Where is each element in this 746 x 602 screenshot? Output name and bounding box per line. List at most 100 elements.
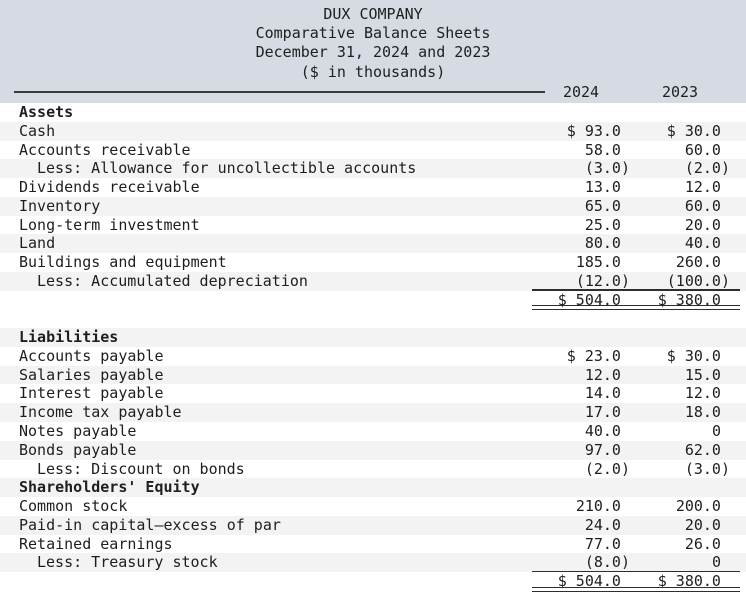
value-2023: 15.0 — [684, 365, 730, 384]
statement-header: DUX COMPANY Comparative Balance Sheets D… — [0, 0, 746, 103]
table-row: Cash $ 93.0 $ 30.0 — [0, 121, 746, 141]
year-header-row: 2024 2023 — [0, 83, 746, 102]
value-2023: 40.0 — [684, 234, 730, 253]
value-2023 — [630, 309, 740, 328]
value-2023: $ 380.0 — [657, 572, 730, 591]
value-2024: $ 504.0 — [557, 572, 630, 591]
table-row: Less: Accumulated depreciation (12.0) (100… — [0, 271, 746, 291]
company-name: DUX COMPANY — [323, 5, 423, 23]
row-values: 80.0 40.0 — [532, 234, 740, 253]
value-2024 — [532, 103, 630, 122]
value-2024: (12.0) — [575, 271, 630, 290]
row-values: $ 504.0 $ 380.0 — [532, 290, 740, 311]
row-label — [0, 291, 532, 310]
row-values: 17.0 18.0 — [532, 403, 740, 422]
row-values — [532, 478, 740, 497]
value-2024: 185.0 — [575, 253, 630, 272]
row-values: 65.0 60.0 — [532, 197, 740, 216]
table-row: Less: Discount on bonds (2.0) (3.0) — [0, 460, 746, 479]
row-values — [532, 103, 740, 122]
row-label — [0, 572, 532, 591]
year-header-spacer — [0, 83, 532, 102]
row-label: Accounts receivable — [19, 140, 191, 159]
row-label: Less: Accumulated depreciation — [37, 271, 308, 290]
row-label: Retained earnings — [19, 534, 173, 553]
section-header-row: Shareholders' Equity — [0, 478, 746, 498]
row-label: Dividends receivable — [19, 178, 200, 197]
table-row: Notes payable 40.0 0 — [0, 422, 746, 441]
row-label: Paid-in capital—excess of par — [19, 515, 281, 534]
row-label: Shareholders' Equity — [19, 478, 200, 497]
value-2024: 58.0 — [584, 140, 630, 159]
row-values: (8.0) 0 — [532, 553, 740, 572]
table-row: Less: Treasury stock (8.0) 0 — [0, 553, 746, 573]
value-2024: 97.0 — [584, 440, 630, 459]
value-2024 — [532, 478, 630, 497]
table-row: Long-term investment 25.0 20.0 — [0, 216, 746, 235]
report-title: Comparative Balance Sheets — [255, 24, 491, 43]
value-2024: 210.0 — [575, 497, 630, 516]
row-label: Assets — [19, 103, 74, 121]
table-row: Accounts payable $ 23.0 $ 30.0 — [0, 347, 746, 366]
row-values: 185.0 260.0 — [532, 253, 740, 272]
row-label: Land — [19, 234, 56, 253]
section-header-row: Liabilities — [0, 328, 746, 347]
value-2023: 60.0 — [684, 196, 730, 215]
row-values: 210.0 200.0 — [532, 497, 740, 516]
value-2023: 12.0 — [684, 178, 730, 197]
table-row: Salaries payable 12.0 15.0 — [0, 365, 746, 385]
column-header-2023: 2023 — [661, 83, 699, 101]
row-label: Interest payable — [19, 384, 164, 403]
value-2023: $ 380.0 — [657, 290, 730, 309]
value-2023 — [630, 328, 740, 347]
row-label: Inventory — [19, 196, 101, 215]
table-row: Bonds payable 97.0 62.0 — [0, 440, 746, 460]
value-2023: 0 — [711, 422, 730, 441]
value-2024: 14.0 — [584, 384, 630, 403]
table-row: Accounts receivable 58.0 60.0 — [0, 141, 746, 160]
table-row: Interest payable 14.0 12.0 — [0, 384, 746, 403]
value-2024: (8.0) — [584, 553, 630, 572]
row-label: Less: Treasury stock — [37, 553, 218, 572]
row-values: (3.0) (2.0) — [532, 159, 740, 178]
table-row: Land 80.0 40.0 — [0, 234, 746, 254]
value-2023: $ 30.0 — [666, 346, 730, 365]
row-label: Accounts payable — [19, 346, 164, 365]
value-2023: 18.0 — [684, 403, 730, 422]
header-rule — [14, 91, 545, 93]
value-2023: 0 — [711, 553, 730, 572]
value-2023: 260.0 — [675, 253, 730, 272]
row-values: $ 504.0 $ 380.0 — [532, 572, 740, 592]
statement-titles: DUX COMPANY Comparative Balance Sheets D… — [0, 0, 746, 82]
units-note: ($ in thousands) — [300, 62, 446, 81]
value-2023: (2.0) — [684, 159, 730, 178]
balance-sheet-rows: Assets Cash $ 93.0 $ 30.0 Accounts receiva… — [0, 103, 746, 592]
row-label: Buildings and equipment — [19, 253, 227, 272]
value-2023: (3.0) — [684, 459, 730, 478]
row-label: Salaries payable — [19, 365, 164, 384]
table-row: Dividends receivable 13.0 12.0 — [0, 178, 746, 197]
table-row: Less: Allowance for uncollectible accoun… — [0, 159, 746, 179]
value-2024: 40.0 — [584, 422, 630, 441]
row-label: Long-term investment — [19, 215, 200, 234]
value-2024: 77.0 — [584, 534, 630, 553]
value-2023: 20.0 — [684, 215, 730, 234]
table-row: Income tax payable 17.0 18.0 — [0, 403, 746, 423]
table-row: Common stock 210.0 200.0 — [0, 497, 746, 516]
row-values: 13.0 12.0 — [532, 178, 740, 197]
section-header-row: Assets — [0, 103, 746, 122]
row-values: (12.0) (100.0) — [532, 272, 740, 291]
row-values: 14.0 12.0 — [532, 384, 740, 403]
value-2023: $ 30.0 — [666, 121, 730, 140]
value-2023: 62.0 — [684, 440, 730, 459]
row-label: Cash — [19, 121, 56, 140]
row-label: Less: Discount on bonds — [37, 459, 245, 478]
total-row: $ 504.0 $ 380.0 — [0, 572, 746, 592]
row-values: (2.0) (3.0) — [532, 460, 740, 479]
value-2023: 26.0 — [684, 534, 730, 553]
value-2024: $ 93.0 — [566, 121, 630, 140]
row-label — [0, 309, 532, 328]
row-values: 25.0 20.0 — [532, 216, 740, 235]
value-2024: 17.0 — [584, 403, 630, 422]
table-row: Retained earnings 77.0 26.0 — [0, 535, 746, 554]
